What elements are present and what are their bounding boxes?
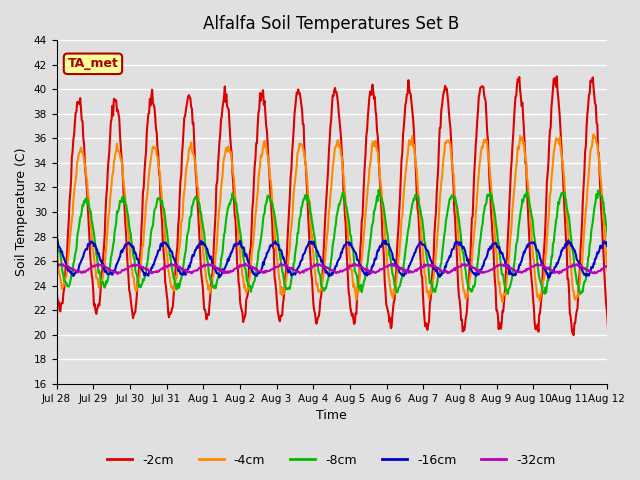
-2cm (122, 221, 129, 227)
-32cm (412, 267, 420, 273)
Y-axis label: Soil Temperature (C): Soil Temperature (C) (15, 148, 28, 276)
-8cm (375, 187, 383, 193)
Legend: -2cm, -4cm, -8cm, -16cm, -32cm: -2cm, -4cm, -8cm, -16cm, -32cm (102, 449, 561, 472)
-32cm (282, 262, 290, 268)
-4cm (499, 299, 506, 305)
-16cm (444, 259, 451, 264)
-2cm (553, 73, 561, 79)
-16cm (259, 264, 266, 270)
-16cm (564, 238, 572, 243)
-4cm (627, 128, 635, 133)
X-axis label: Time: Time (316, 409, 347, 422)
-4cm (52, 250, 60, 255)
-2cm (411, 143, 419, 149)
-32cm (445, 270, 452, 276)
-8cm (444, 205, 452, 211)
-2cm (52, 286, 60, 291)
-32cm (122, 266, 130, 272)
-32cm (114, 271, 122, 277)
-32cm (260, 269, 268, 275)
-2cm (570, 332, 577, 338)
-8cm (229, 195, 237, 201)
-16cm (52, 238, 60, 244)
-4cm (259, 151, 266, 156)
Line: -2cm: -2cm (56, 76, 640, 335)
Line: -4cm: -4cm (56, 131, 640, 302)
-4cm (122, 198, 129, 204)
Line: -16cm: -16cm (56, 240, 640, 278)
-8cm (52, 226, 60, 231)
-2cm (229, 180, 237, 186)
-4cm (280, 289, 288, 295)
-8cm (259, 226, 266, 231)
-32cm (242, 261, 250, 266)
-16cm (122, 241, 129, 247)
-4cm (411, 147, 419, 153)
Line: -8cm: -8cm (56, 190, 640, 294)
-16cm (545, 275, 552, 281)
-4cm (229, 171, 237, 177)
-4cm (444, 138, 451, 144)
-2cm (444, 92, 451, 97)
-16cm (280, 258, 288, 264)
Title: Alfalfa Soil Temperatures Set B: Alfalfa Soil Temperatures Set B (204, 15, 460, 33)
-8cm (504, 291, 511, 297)
-16cm (411, 250, 419, 256)
-8cm (122, 202, 129, 208)
-32cm (230, 266, 238, 272)
-2cm (259, 90, 266, 96)
Text: TA_met: TA_met (68, 57, 118, 70)
-8cm (280, 281, 288, 287)
-8cm (412, 192, 419, 198)
-32cm (52, 264, 60, 269)
-2cm (280, 285, 288, 290)
Line: -32cm: -32cm (56, 264, 640, 274)
-16cm (229, 245, 237, 251)
